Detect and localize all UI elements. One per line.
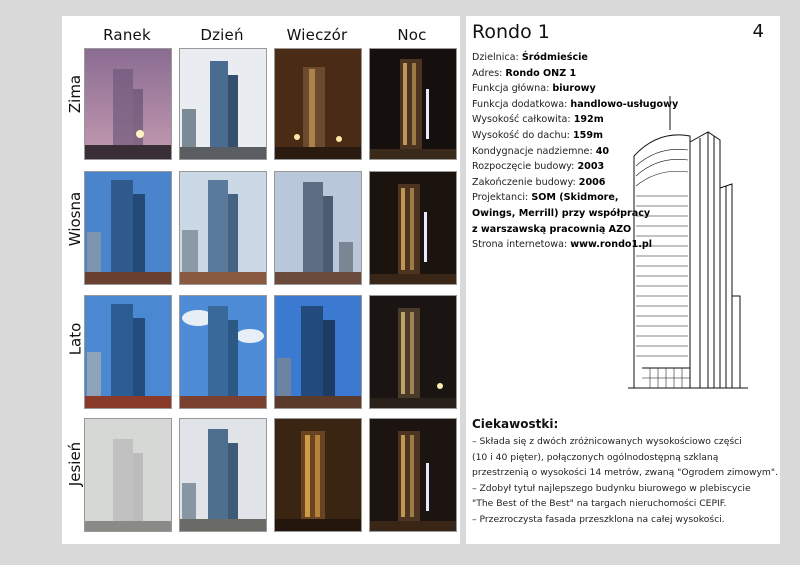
- detail-line: Owings, Merrill) przy współpracy: [472, 207, 651, 219]
- trivia-line: – Składa się z dwóch zróżnicowanych wyso…: [472, 436, 742, 447]
- trivia-title: Ciekawostki:: [472, 417, 559, 431]
- detail-line: Strona internetowa: www.rondo1.pl: [472, 239, 653, 251]
- photo-grid-page: Ranek Dzień Wieczór Noc Zima Wiosna Lato…: [62, 16, 460, 544]
- trivia-line: przestrzenią o wysokości 14 metrów, zwan…: [472, 467, 779, 479]
- detail-line: Funkcja dodatkowa: handlowo-usługowy: [472, 98, 679, 110]
- photo-autumn-day: [179, 418, 267, 532]
- building-details: Dzielnica: Śródmieście Adres: Rondo ONZ …: [472, 50, 679, 253]
- photo-summer-day: [179, 295, 267, 409]
- photo-autumn-night: [369, 418, 457, 532]
- row-label-autumn: Jesień: [66, 441, 84, 487]
- row-label-winter: Zima: [66, 74, 84, 114]
- detail-line: Kondygnacje nadziemne: 40: [472, 145, 610, 157]
- trivia-line: (10 i 40 pięter), połączonych ogólnodost…: [472, 451, 719, 463]
- detail-line: Projektanci: SOM (Skidmore,: [472, 192, 619, 204]
- photo-winter-day: [179, 48, 267, 160]
- column-header-morning: Ranek: [103, 26, 151, 44]
- detail-line: Wysokość całkowita: 192m: [472, 114, 604, 126]
- photo-winter-morning: [84, 48, 172, 160]
- photo-winter-evening: [274, 48, 362, 160]
- column-header-night: Noc: [397, 26, 427, 44]
- photo-spring-morning: [84, 171, 172, 285]
- photo-autumn-morning: [84, 418, 172, 532]
- page-number: 4: [752, 21, 764, 42]
- trivia-line: "The Best of the Best" na targach nieruc…: [472, 498, 727, 510]
- photo-summer-evening: [274, 295, 362, 409]
- column-header-day: Dzień: [200, 26, 244, 44]
- trivia-line: – Zdobył tytuł najlepszego budynku biuro…: [472, 482, 751, 494]
- detail-line: Funkcja główna: biurowy: [472, 83, 596, 95]
- row-label-summer: Lato: [66, 322, 85, 356]
- detail-line: Wysokość do dachu: 159m: [472, 129, 604, 141]
- detail-line: Rozpoczęcie budowy: 2003: [472, 161, 605, 173]
- column-header-evening: Wieczór: [286, 26, 348, 44]
- photo-winter-night: [369, 48, 457, 160]
- trivia-line: – Przezroczysta fasada przeszklona na ca…: [472, 513, 725, 525]
- photo-summer-morning: [84, 295, 172, 409]
- photo-spring-evening: [274, 171, 362, 285]
- building-line-drawing: [628, 96, 748, 389]
- detail-line: z warszawską pracownią AZO: [472, 223, 632, 235]
- detail-line: Dzielnica: Śródmieście: [472, 52, 588, 63]
- photo-spring-day: [179, 171, 267, 285]
- building-title: Rondo 1: [472, 21, 550, 43]
- detail-line: Adres: Rondo ONZ 1: [472, 67, 577, 79]
- row-label-spring: Wiosna: [66, 191, 84, 247]
- photo-autumn-evening: [274, 418, 362, 532]
- trivia-list: – Składa się z dwóch zróżnicowanych wyso…: [472, 434, 778, 528]
- info-page: Rondo 1 4 Dzielnica: Śródmieście Adres: …: [466, 16, 780, 544]
- photo-spring-night: [369, 171, 457, 285]
- photo-summer-night: [369, 295, 457, 409]
- detail-line: Zakończenie budowy: 2006: [472, 176, 606, 188]
